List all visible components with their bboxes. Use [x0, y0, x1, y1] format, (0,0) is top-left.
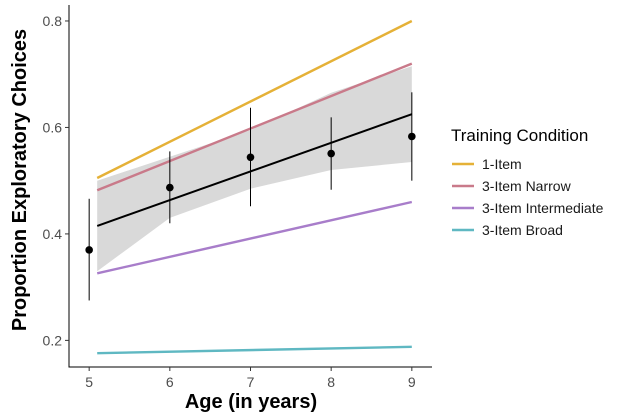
plot-area [85, 19, 416, 355]
data-point [166, 183, 174, 192]
y-tick-label: 0.2 [43, 332, 63, 348]
overall-fit-line [96, 113, 413, 227]
confidence-band [97, 66, 412, 272]
legend-title: Training Condition [451, 126, 588, 145]
series-line-4 [97, 345, 412, 355]
legend-label: 3-Item Narrow [482, 178, 572, 194]
x-axis-title: Age (in years) [185, 391, 317, 413]
series-line-2 [96, 62, 413, 192]
x-tick-label: 9 [408, 374, 416, 390]
y-axis-title: Proportion Exploratory Choices [9, 29, 31, 331]
data-point [408, 132, 416, 141]
y-tick-label: 0.4 [43, 226, 63, 242]
legend: Training Condition 1-Item 3-Item Narrow 3-… [451, 126, 604, 238]
series-line-1 [96, 19, 413, 180]
legend-label: 1-Item [482, 156, 522, 172]
x-tick-label: 5 [85, 374, 93, 390]
x-tick-label: 6 [166, 374, 174, 390]
data-point [85, 246, 93, 254]
y-tick-label: 0.6 [43, 119, 63, 135]
legend-label: 3-Item Intermediate [482, 200, 604, 216]
x-tick-label: 7 [247, 374, 255, 390]
data-point [327, 149, 335, 158]
data-point [246, 153, 255, 162]
legend-label: 3-Item Broad [482, 222, 563, 238]
axes: 0.2 0.4 0.6 0.8 5 6 7 8 9 [43, 5, 432, 390]
series-line-3 [96, 200, 413, 275]
y-tick-label: 0.8 [43, 13, 63, 29]
x-tick-label: 8 [327, 374, 335, 390]
